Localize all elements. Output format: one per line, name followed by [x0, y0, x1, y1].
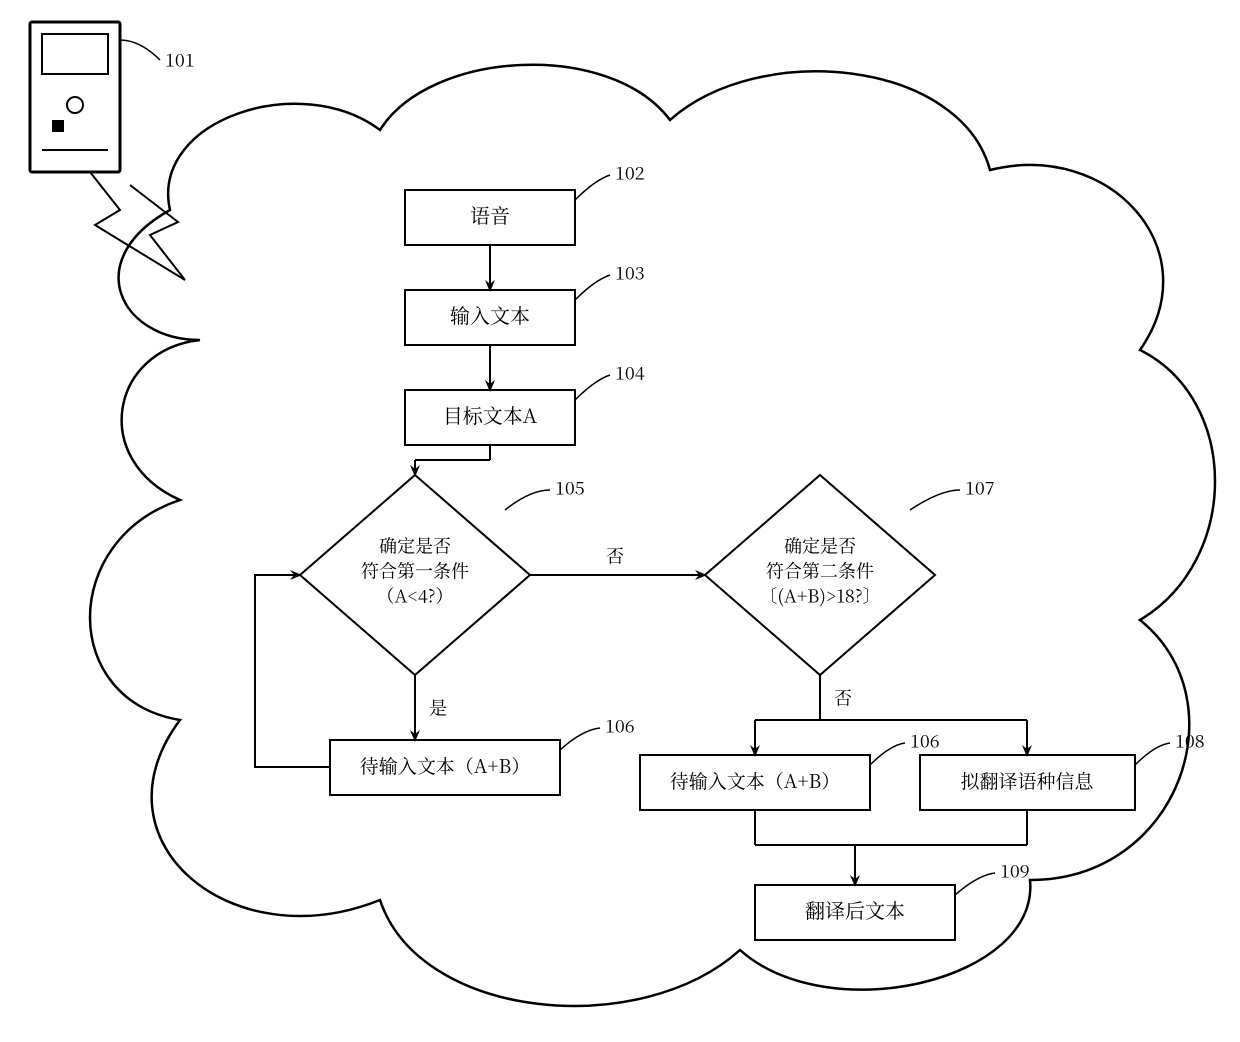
label-101: 101 [165, 47, 195, 73]
label-105: 105 [555, 475, 585, 501]
svg-text:确定是否: 确定是否 [379, 533, 451, 559]
svg-text:待输入文本（A+B）: 待输入文本（A+B） [670, 767, 840, 794]
svg-text:〔(A+B)>18?〕: 〔(A+B)>18?〕 [759, 583, 880, 609]
svg-text:拟翻译语种信息: 拟翻译语种信息 [960, 767, 1094, 794]
label-108: 108 [1175, 728, 1205, 754]
label-106b: 106 [910, 728, 940, 754]
node-translation-lang-info: 拟翻译语种信息 108 [920, 728, 1205, 810]
node-translated-text: 翻译后文本 109 [755, 858, 1030, 940]
edge-label-yes: 是 [429, 695, 447, 721]
svg-text:待输入文本（A+B）: 待输入文本（A+B） [360, 752, 530, 779]
node-pending-text-a: 待输入文本（A+B） 106 [330, 713, 635, 795]
label-107: 107 [965, 475, 995, 501]
node-pending-text-b: 待输入文本（A+B） 106 [640, 728, 940, 810]
svg-text:翻译后文本: 翻译后文本 [805, 895, 905, 924]
node-condition-2: 确定是否 符合第二条件 〔(A+B)>18?〕 107 [705, 475, 995, 675]
node-target-text: 目标文本A 104 [405, 360, 645, 445]
svg-text:符合第二条件: 符合第二条件 [766, 558, 874, 584]
label-102: 102 [615, 160, 645, 186]
svg-text:输入文本: 输入文本 [450, 300, 530, 329]
svg-text:确定是否: 确定是否 [784, 533, 856, 559]
edge-label-no-1: 否 [606, 543, 624, 569]
wireless-link [90, 172, 185, 280]
label-104: 104 [615, 360, 645, 386]
cloud-outline [90, 65, 1215, 1006]
svg-text:目标文本A: 目标文本A [443, 400, 538, 429]
server-icon: 101 [30, 22, 195, 172]
node-voice: 语音 102 [405, 160, 645, 245]
label-103: 103 [615, 260, 645, 286]
svg-text:语音: 语音 [470, 200, 510, 229]
svg-text:（A<4?）: （A<4?） [376, 583, 453, 609]
svg-text:符合第一条件: 符合第一条件 [361, 558, 469, 584]
node-input-text: 输入文本 103 [405, 260, 645, 345]
label-106a: 106 [605, 713, 635, 739]
edge-label-no-2: 否 [834, 685, 852, 711]
label-109: 109 [1000, 858, 1030, 884]
